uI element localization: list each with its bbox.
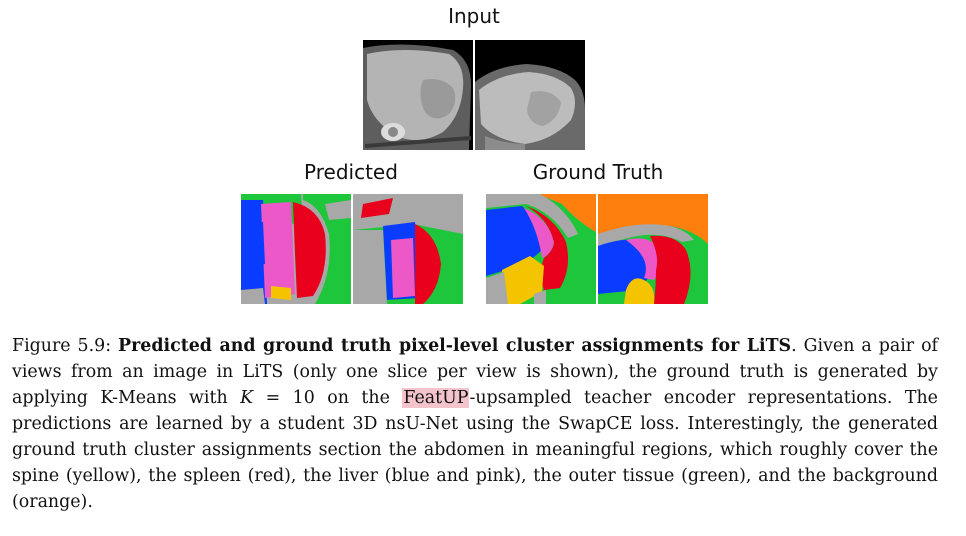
input-ct-slice-1 — [363, 40, 473, 150]
predicted-map-1 — [241, 194, 351, 304]
caption-math-eq: = 10 — [253, 388, 315, 408]
featup-highlight[interactable]: FeatUP — [402, 388, 470, 408]
caption-title-end: . — [791, 336, 797, 356]
caption-title: Predicted and ground truth pixel-level c… — [118, 336, 792, 356]
predicted-map-2 — [353, 194, 463, 304]
ground-truth-map-1 — [486, 194, 596, 304]
figure-caption: Figure 5.9: Predicted and ground truth p… — [12, 333, 938, 515]
caption-prefix: Figure 5.9: — [12, 336, 119, 356]
predicted-label: Predicted — [304, 160, 398, 184]
input-label: Input — [448, 4, 500, 28]
input-ct-slice-2 — [475, 40, 585, 150]
ground-truth-map-2 — [598, 194, 708, 304]
caption-text-3: -upsampled teacher encoder representatio… — [12, 388, 938, 512]
caption-math-k: K — [240, 388, 254, 408]
ground-truth-label: Ground Truth — [532, 160, 664, 184]
caption-text-1: Given a pair of views from an image in L… — [12, 336, 938, 408]
caption-text-2: on the — [314, 388, 403, 408]
